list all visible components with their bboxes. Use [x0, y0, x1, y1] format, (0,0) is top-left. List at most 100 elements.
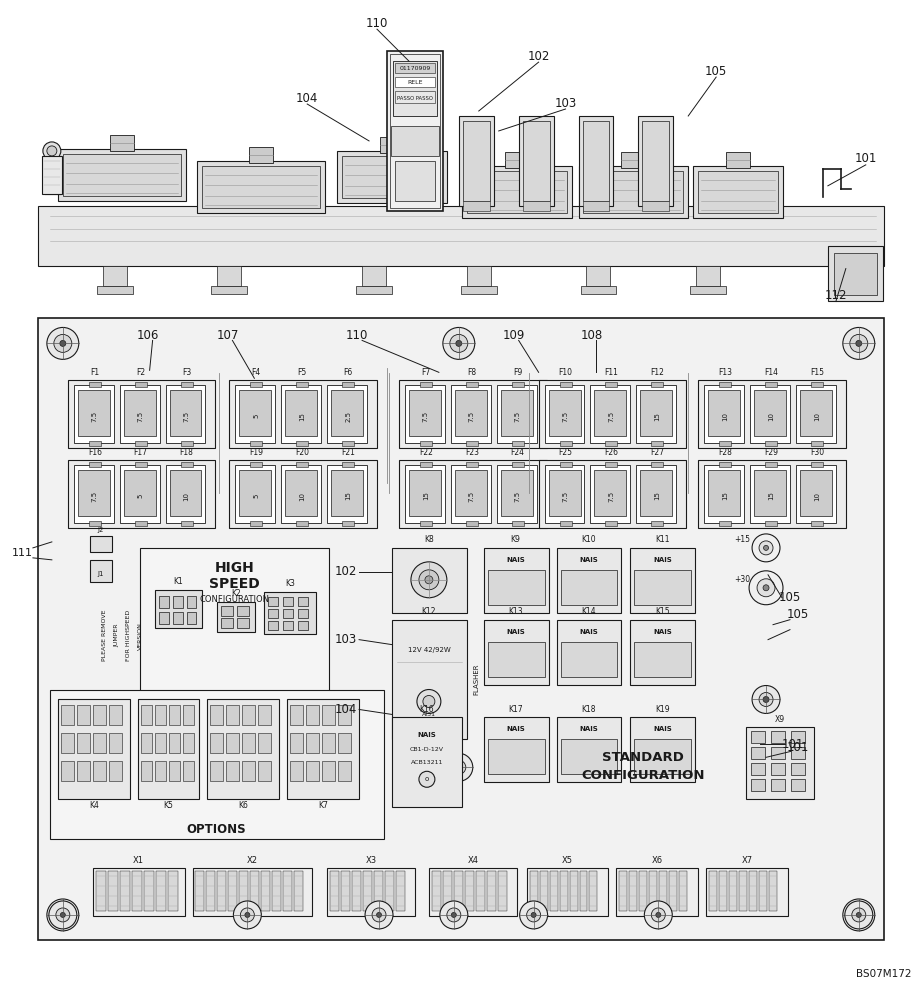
Bar [463, 201, 490, 211]
Bar [77, 761, 90, 781]
Circle shape [531, 912, 536, 917]
Bar [92, 705, 105, 725]
Bar [765, 441, 777, 446]
Text: F25: F25 [558, 448, 573, 457]
Text: 7.5: 7.5 [608, 490, 614, 502]
Bar [168, 761, 179, 781]
Bar [120, 385, 160, 443]
Bar [138, 699, 200, 799]
Text: 7.5: 7.5 [563, 411, 568, 422]
Bar [544, 385, 585, 443]
Bar [540, 871, 548, 911]
Circle shape [843, 899, 875, 931]
Bar [140, 705, 152, 725]
Bar [250, 441, 262, 446]
Bar [63, 154, 180, 196]
Bar [791, 763, 805, 775]
Text: 10: 10 [299, 492, 305, 501]
Text: 7.5: 7.5 [515, 411, 520, 422]
Bar [710, 871, 717, 911]
Text: F22: F22 [419, 448, 432, 457]
Bar [582, 121, 610, 201]
Bar [342, 521, 354, 526]
Bar [462, 166, 572, 218]
Text: K4: K4 [89, 801, 99, 810]
Text: 15: 15 [423, 492, 429, 500]
Circle shape [55, 908, 70, 922]
Circle shape [850, 906, 868, 924]
Bar [466, 382, 478, 387]
Text: F1: F1 [91, 368, 99, 377]
Bar [131, 871, 141, 911]
Bar [550, 871, 557, 911]
Bar [92, 868, 185, 916]
Bar [89, 441, 101, 446]
Circle shape [857, 912, 861, 917]
Bar [290, 733, 303, 753]
Bar [560, 521, 572, 526]
Bar [154, 733, 165, 753]
Circle shape [850, 334, 868, 352]
Bar [587, 266, 611, 286]
Text: F24: F24 [511, 448, 525, 457]
Bar [771, 779, 785, 791]
Bar [120, 871, 129, 911]
Circle shape [845, 901, 873, 929]
Bar [342, 156, 442, 198]
Bar [512, 441, 524, 446]
Circle shape [656, 912, 661, 917]
Text: F5: F5 [298, 368, 307, 377]
Bar [392, 717, 462, 807]
Text: NAIS: NAIS [506, 557, 525, 563]
Text: 101: 101 [855, 152, 877, 165]
Text: F7: F7 [421, 368, 431, 377]
Text: VERSION: VERSION [139, 622, 143, 650]
Bar [273, 871, 281, 911]
Bar [395, 161, 435, 201]
Text: AI31: AI31 [422, 712, 436, 717]
Circle shape [651, 908, 665, 922]
Bar [306, 705, 319, 725]
Bar [706, 868, 788, 916]
Bar [236, 465, 275, 523]
Bar [505, 152, 529, 168]
Bar [390, 54, 440, 208]
Bar [135, 382, 147, 387]
Text: NAIS: NAIS [653, 726, 672, 732]
Bar [669, 871, 677, 911]
Bar [719, 441, 731, 446]
Bar [165, 385, 205, 443]
Circle shape [417, 690, 441, 713]
Bar [74, 465, 114, 523]
Text: 111: 111 [11, 548, 32, 558]
Bar [765, 521, 777, 526]
Circle shape [47, 899, 79, 931]
Circle shape [763, 585, 769, 591]
Bar [135, 462, 147, 467]
Bar [159, 596, 168, 608]
Bar [454, 871, 463, 911]
Bar [264, 592, 316, 634]
Bar [352, 871, 361, 911]
Text: F3: F3 [182, 368, 191, 377]
Bar [409, 470, 441, 516]
Bar [173, 612, 183, 624]
Circle shape [843, 327, 875, 359]
Bar [165, 465, 205, 523]
Bar [451, 465, 491, 523]
Text: 110: 110 [366, 17, 388, 30]
Text: K5: K5 [164, 801, 174, 810]
Bar [362, 266, 386, 286]
Bar [198, 161, 325, 213]
Text: FLASHER: FLASHER [474, 664, 480, 695]
Text: 5: 5 [253, 414, 260, 418]
Bar [89, 382, 101, 387]
Bar [769, 871, 777, 911]
Text: 2.5: 2.5 [345, 411, 351, 422]
Bar [751, 779, 765, 791]
Bar [306, 733, 319, 753]
Circle shape [240, 908, 254, 922]
Bar [259, 761, 272, 781]
Bar [294, 871, 303, 911]
Bar [237, 618, 249, 628]
